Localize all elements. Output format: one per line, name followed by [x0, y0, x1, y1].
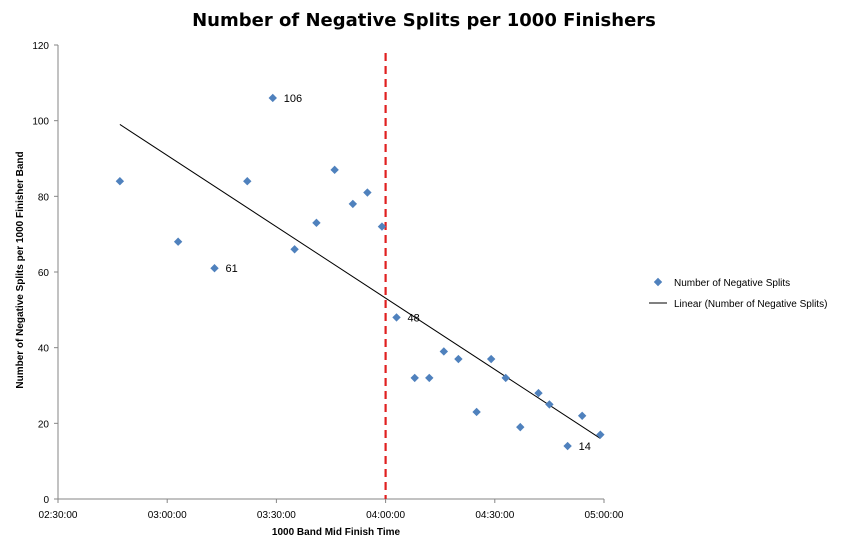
plot-area: 0 20 40 60 80 100 120 02:30:00 03:00:00 03:30:00 0…: [32, 41, 624, 521]
data-point: [545, 400, 554, 409]
y-tick-label: 100: [32, 117, 49, 128]
x-tick-label: 03:30:00: [257, 510, 296, 521]
data-point: [410, 373, 419, 383]
data-point: [439, 347, 449, 356]
data-point: [115, 177, 125, 186]
y-tick-label: 80: [38, 192, 50, 203]
data-point: [210, 264, 219, 273]
legend-marker: [653, 277, 663, 287]
data-point: [268, 93, 277, 103]
legend: Number of Negative Splits Linear (Number …: [649, 277, 827, 310]
data-point: [392, 313, 401, 322]
data-label: 61: [226, 263, 238, 275]
trendline: [119, 124, 601, 439]
data-point: [363, 188, 372, 197]
data-point: [330, 165, 339, 175]
x-tick-label: 03:00:00: [148, 510, 187, 521]
x-tick-label: 04:30:00: [475, 510, 514, 521]
y-tick-label: 60: [38, 268, 50, 279]
data-point: [290, 245, 299, 254]
data-point: [534, 388, 543, 398]
data-point: [425, 373, 434, 383]
data-point: [348, 199, 358, 209]
data-point: [577, 411, 587, 420]
chart-title: Number of Negative Splits per 1000 Finis…: [192, 10, 656, 31]
data-point: [243, 177, 252, 186]
legend-label: Number of Negative Splits: [674, 278, 790, 289]
data-label: 48: [408, 312, 420, 324]
data-point: [312, 218, 321, 228]
x-tick-label: 02:30:00: [39, 510, 78, 521]
data-label: 106: [284, 93, 302, 105]
data-point: [486, 354, 496, 364]
data-point: [173, 237, 183, 246]
data-point: [501, 373, 510, 383]
data-label: 14: [579, 441, 591, 453]
y-axis-label: Number of Negative Splits per 1000 Finis…: [15, 151, 26, 388]
data-point: [377, 222, 387, 231]
legend-label: Linear (Number of Negative Splits): [674, 299, 827, 310]
data-point: [472, 407, 481, 417]
x-tick-label: 05:00:00: [585, 510, 624, 521]
data-point: [454, 354, 463, 364]
y-tick-label: 0: [43, 495, 49, 506]
y-tick-label: 120: [32, 41, 49, 52]
y-tick-label: 20: [38, 419, 50, 430]
x-tick-label: 04:00:00: [366, 510, 405, 521]
data-point: [596, 430, 605, 439]
data-point: [563, 441, 572, 451]
x-axis-label: 1000 Band Mid Finish Time: [272, 527, 401, 538]
y-tick-label: 40: [38, 344, 50, 355]
data-point: [516, 422, 525, 432]
